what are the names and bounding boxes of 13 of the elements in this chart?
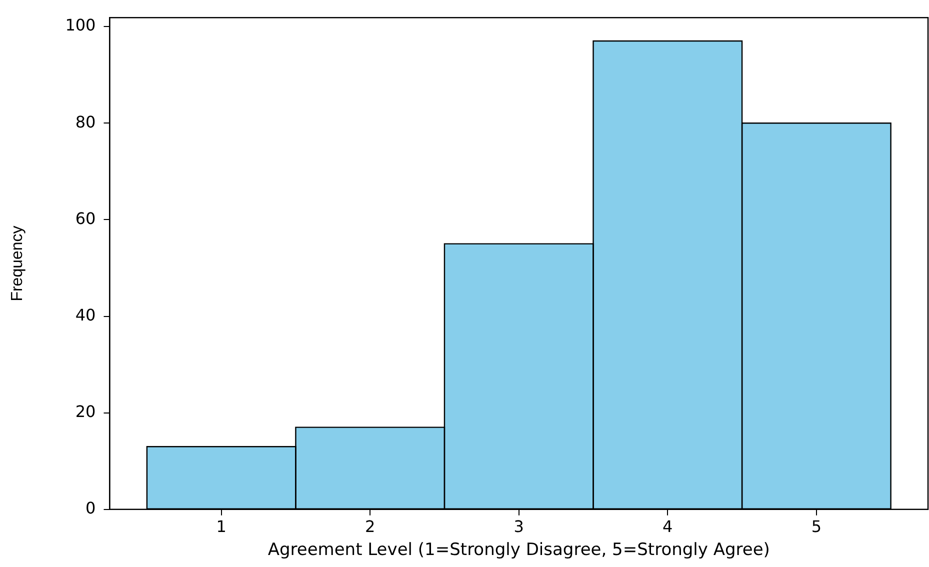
x-tick-label: 5	[811, 517, 822, 536]
y-tick-label: 80	[75, 112, 96, 132]
y-tick-label: 60	[75, 208, 96, 228]
y-axis-title: Frequency	[9, 226, 26, 302]
x-tick-label: 2	[365, 517, 376, 536]
y-tick-label: 100	[65, 16, 96, 35]
y-tick-label: 40	[75, 305, 96, 324]
x-tick-label: 1	[216, 517, 226, 536]
y-tick-label: 0	[86, 498, 96, 518]
x-axis-title: Agreement Level (1=Strongly Disagree, 5=Strongly Agree)	[268, 540, 770, 560]
x-tick-label: 3	[514, 517, 524, 536]
y-tick-label: 20	[75, 402, 96, 421]
x-tick-label: 4	[662, 517, 673, 536]
